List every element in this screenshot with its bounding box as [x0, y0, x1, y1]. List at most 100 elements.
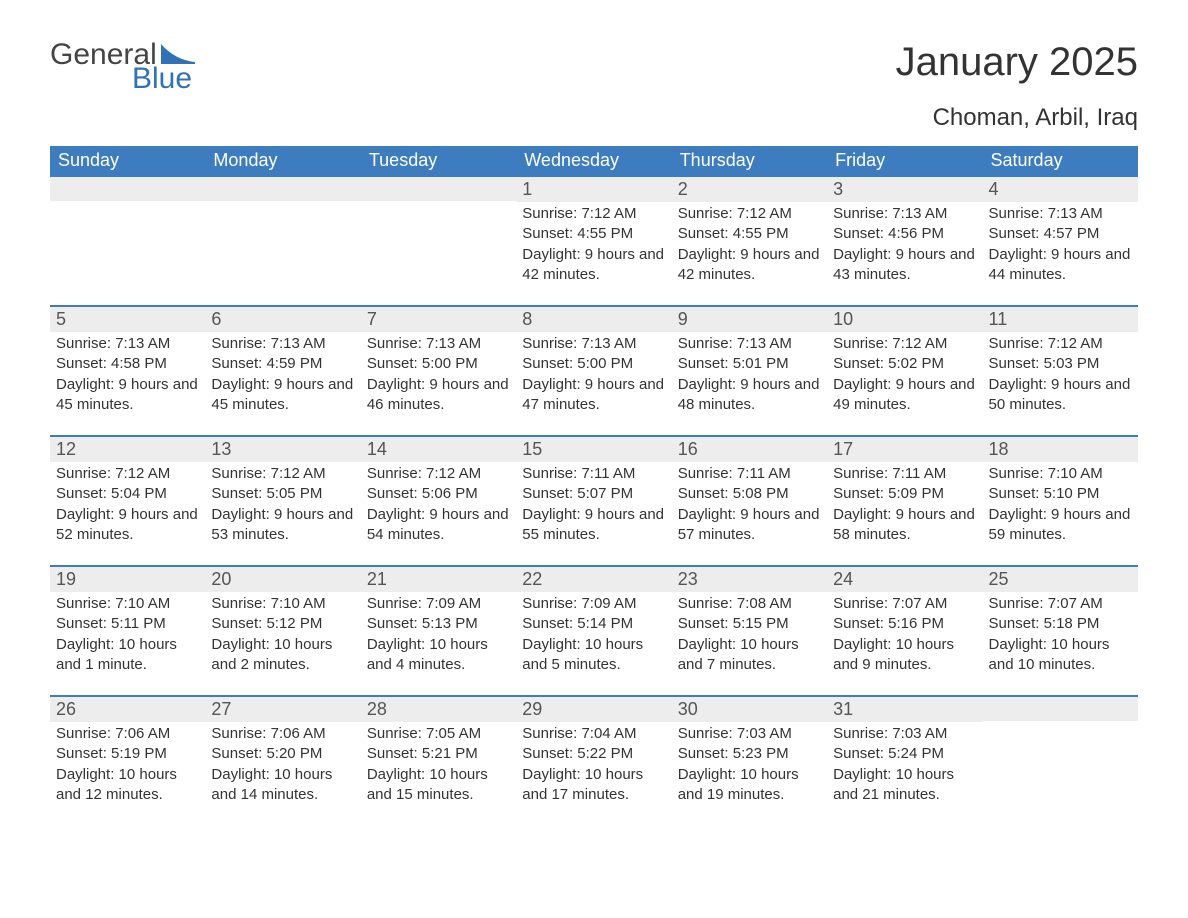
sunset-line: Sunset: 5:13 PM [367, 614, 510, 634]
weekday-header: Friday [827, 146, 982, 176]
sunrise-line: Sunrise: 7:11 AM [678, 464, 821, 484]
daylight-line: Daylight: 9 hours and 48 minutes. [678, 375, 821, 416]
sunrise-line: Sunrise: 7:13 AM [678, 334, 821, 354]
calendar-cell: 2Sunrise: 7:12 AMSunset: 4:55 PMDaylight… [672, 176, 827, 306]
day-number: 19 [50, 567, 205, 592]
calendar-cell: 8Sunrise: 7:13 AMSunset: 5:00 PMDaylight… [516, 306, 671, 436]
day-number: 6 [205, 307, 360, 332]
day-number: 12 [50, 437, 205, 462]
calendar-row: 19Sunrise: 7:10 AMSunset: 5:11 PMDayligh… [50, 566, 1138, 696]
day-body: Sunrise: 7:12 AMSunset: 5:06 PMDaylight:… [361, 462, 516, 565]
calendar-table: SundayMondayTuesdayWednesdayThursdayFrid… [50, 146, 1138, 825]
day-body: Sunrise: 7:05 AMSunset: 5:21 PMDaylight:… [361, 722, 516, 825]
sunset-line: Sunset: 5:02 PM [833, 354, 976, 374]
day-body: Sunrise: 7:11 AMSunset: 5:08 PMDaylight:… [672, 462, 827, 565]
sunset-line: Sunset: 4:56 PM [833, 224, 976, 244]
daylight-line: Daylight: 9 hours and 52 minutes. [56, 505, 199, 546]
calendar-cell: 29Sunrise: 7:04 AMSunset: 5:22 PMDayligh… [516, 696, 671, 825]
day-number: 8 [516, 307, 671, 332]
calendar-cell-empty [983, 696, 1138, 825]
daylight-line: Daylight: 10 hours and 1 minute. [56, 635, 199, 676]
day-body: Sunrise: 7:04 AMSunset: 5:22 PMDaylight:… [516, 722, 671, 825]
daylight-line: Daylight: 10 hours and 2 minutes. [211, 635, 354, 676]
sunrise-line: Sunrise: 7:07 AM [833, 594, 976, 614]
sunrise-line: Sunrise: 7:12 AM [211, 464, 354, 484]
daylight-line: Daylight: 10 hours and 5 minutes. [522, 635, 665, 676]
calendar-cell: 23Sunrise: 7:08 AMSunset: 5:15 PMDayligh… [672, 566, 827, 696]
day-number: 1 [516, 177, 671, 202]
sunrise-line: Sunrise: 7:12 AM [989, 334, 1132, 354]
sunset-line: Sunset: 5:11 PM [56, 614, 199, 634]
calendar-cell: 27Sunrise: 7:06 AMSunset: 5:20 PMDayligh… [205, 696, 360, 825]
day-body: Sunrise: 7:11 AMSunset: 5:07 PMDaylight:… [516, 462, 671, 565]
sunset-line: Sunset: 5:05 PM [211, 484, 354, 504]
sunrise-line: Sunrise: 7:10 AM [989, 464, 1132, 484]
sunrise-line: Sunrise: 7:13 AM [211, 334, 354, 354]
calendar-cell: 28Sunrise: 7:05 AMSunset: 5:21 PMDayligh… [361, 696, 516, 825]
page-title: January 2025 [896, 40, 1138, 85]
day-number: 23 [672, 567, 827, 592]
sunset-line: Sunset: 5:19 PM [56, 744, 199, 764]
calendar-cell-empty [361, 176, 516, 306]
calendar-cell: 14Sunrise: 7:12 AMSunset: 5:06 PMDayligh… [361, 436, 516, 566]
sunset-line: Sunset: 5:14 PM [522, 614, 665, 634]
day-number: 25 [983, 567, 1138, 592]
sunrise-line: Sunrise: 7:10 AM [211, 594, 354, 614]
day-body: Sunrise: 7:10 AMSunset: 5:12 PMDaylight:… [205, 592, 360, 695]
daylight-line: Daylight: 10 hours and 21 minutes. [833, 765, 976, 806]
calendar-cell: 18Sunrise: 7:10 AMSunset: 5:10 PMDayligh… [983, 436, 1138, 566]
day-body: Sunrise: 7:13 AMSunset: 4:56 PMDaylight:… [827, 202, 982, 305]
day-body: Sunrise: 7:13 AMSunset: 5:00 PMDaylight:… [516, 332, 671, 435]
sunrise-line: Sunrise: 7:09 AM [522, 594, 665, 614]
sunset-line: Sunset: 5:16 PM [833, 614, 976, 634]
location: Choman, Arbil, Iraq [50, 104, 1138, 132]
sunrise-line: Sunrise: 7:03 AM [678, 724, 821, 744]
day-number: 31 [827, 697, 982, 722]
day-body: Sunrise: 7:12 AMSunset: 5:03 PMDaylight:… [983, 332, 1138, 435]
day-number: 16 [672, 437, 827, 462]
sunrise-line: Sunrise: 7:03 AM [833, 724, 976, 744]
day-body: Sunrise: 7:13 AMSunset: 5:00 PMDaylight:… [361, 332, 516, 435]
calendar-cell: 7Sunrise: 7:13 AMSunset: 5:00 PMDaylight… [361, 306, 516, 436]
day-body: Sunrise: 7:11 AMSunset: 5:09 PMDaylight:… [827, 462, 982, 565]
day-body: Sunrise: 7:12 AMSunset: 4:55 PMDaylight:… [516, 202, 671, 305]
daylight-line: Daylight: 10 hours and 10 minutes. [989, 635, 1132, 676]
day-number: 13 [205, 437, 360, 462]
day-number: 21 [361, 567, 516, 592]
sunset-line: Sunset: 4:55 PM [678, 224, 821, 244]
day-number: 29 [516, 697, 671, 722]
calendar-cell: 22Sunrise: 7:09 AMSunset: 5:14 PMDayligh… [516, 566, 671, 696]
day-body: Sunrise: 7:07 AMSunset: 5:16 PMDaylight:… [827, 592, 982, 695]
sunrise-line: Sunrise: 7:13 AM [989, 204, 1132, 224]
day-number: 30 [672, 697, 827, 722]
day-number [983, 697, 1138, 721]
day-number: 10 [827, 307, 982, 332]
daylight-line: Daylight: 10 hours and 9 minutes. [833, 635, 976, 676]
day-number [50, 177, 205, 201]
calendar-row: 5Sunrise: 7:13 AMSunset: 4:58 PMDaylight… [50, 306, 1138, 436]
day-body: Sunrise: 7:13 AMSunset: 4:57 PMDaylight:… [983, 202, 1138, 305]
calendar-cell: 15Sunrise: 7:11 AMSunset: 5:07 PMDayligh… [516, 436, 671, 566]
day-number: 26 [50, 697, 205, 722]
calendar-cell: 26Sunrise: 7:06 AMSunset: 5:19 PMDayligh… [50, 696, 205, 825]
sunset-line: Sunset: 5:07 PM [522, 484, 665, 504]
weekday-header: Saturday [983, 146, 1138, 176]
sunrise-line: Sunrise: 7:11 AM [522, 464, 665, 484]
sunrise-line: Sunrise: 7:05 AM [367, 724, 510, 744]
logo-word2: Blue [132, 64, 192, 94]
daylight-line: Daylight: 9 hours and 59 minutes. [989, 505, 1132, 546]
day-body: Sunrise: 7:12 AMSunset: 4:55 PMDaylight:… [672, 202, 827, 305]
sunrise-line: Sunrise: 7:13 AM [522, 334, 665, 354]
calendar-cell: 31Sunrise: 7:03 AMSunset: 5:24 PMDayligh… [827, 696, 982, 825]
sunset-line: Sunset: 5:12 PM [211, 614, 354, 634]
sunrise-line: Sunrise: 7:12 AM [367, 464, 510, 484]
day-number: 11 [983, 307, 1138, 332]
day-body: Sunrise: 7:13 AMSunset: 5:01 PMDaylight:… [672, 332, 827, 435]
sunrise-line: Sunrise: 7:06 AM [211, 724, 354, 744]
day-body: Sunrise: 7:07 AMSunset: 5:18 PMDaylight:… [983, 592, 1138, 695]
day-number [361, 177, 516, 201]
calendar-cell: 21Sunrise: 7:09 AMSunset: 5:13 PMDayligh… [361, 566, 516, 696]
day-body: Sunrise: 7:03 AMSunset: 5:24 PMDaylight:… [827, 722, 982, 825]
calendar-cell: 19Sunrise: 7:10 AMSunset: 5:11 PMDayligh… [50, 566, 205, 696]
sunrise-line: Sunrise: 7:13 AM [56, 334, 199, 354]
